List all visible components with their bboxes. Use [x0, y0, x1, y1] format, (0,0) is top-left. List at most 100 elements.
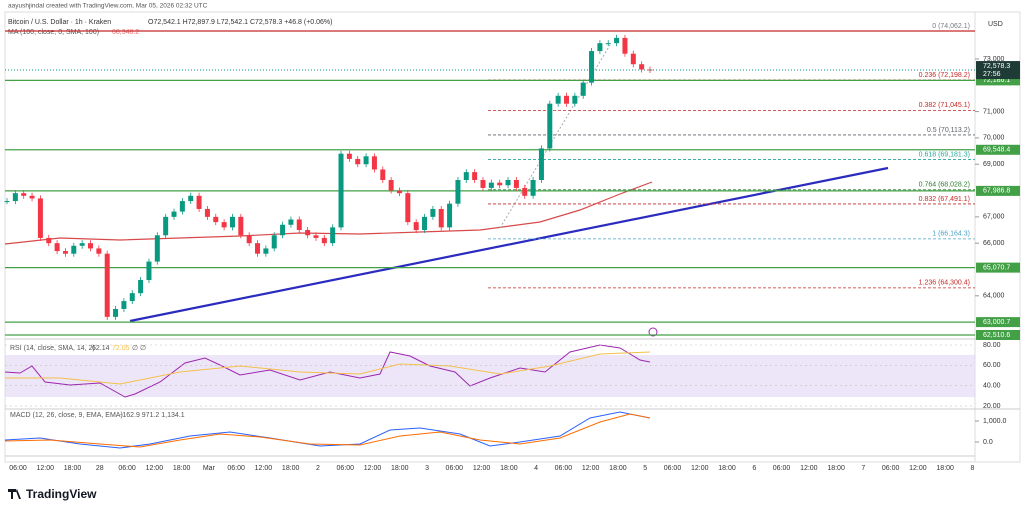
- rsi-tick-label: 60.00: [983, 362, 1001, 369]
- candle: [505, 180, 511, 186]
- candle: [121, 301, 127, 309]
- level-tag-label: 69,548.4: [983, 147, 1010, 154]
- level-tag-label: 72,186.1: [983, 77, 1010, 84]
- fib-label: 0.832 (67,491.1): [919, 196, 970, 203]
- level-tag: [976, 262, 1020, 273]
- candle: [255, 243, 261, 254]
- candle: [422, 216, 428, 231]
- fib-label: 0.236 (72,198.2): [919, 72, 970, 79]
- level-tag-label: 63,000.7: [983, 319, 1010, 326]
- candle: [221, 222, 227, 228]
- time-label: 12:00: [146, 465, 164, 472]
- time-label: 18:00: [500, 465, 518, 472]
- candle: [37, 198, 43, 238]
- candle: [396, 190, 402, 194]
- level-tag: [976, 330, 1020, 340]
- ohlc: O72,542.1 H72,897.9 L72,542.1 C72,578.3 …: [148, 19, 332, 26]
- time-label: 8: [970, 465, 974, 472]
- candle: [204, 208, 210, 217]
- time-label: Mar: [203, 465, 216, 472]
- rsi-value: 62.14: [92, 345, 110, 352]
- signal-line: [4, 413, 651, 448]
- fib-label: 0.5 (70,113.2): [927, 127, 970, 134]
- candle: [547, 103, 553, 149]
- price-tick-label: 66,000: [983, 240, 1005, 247]
- rsi-extra: ∅ ∅: [132, 345, 146, 352]
- candle: [229, 216, 235, 228]
- candle: [313, 235, 319, 238]
- logo-text: TradingView: [26, 487, 97, 501]
- ma-value: 68,348.2: [112, 29, 139, 36]
- candle: [363, 156, 369, 165]
- candle: [580, 82, 586, 96]
- candle: [4, 201, 10, 203]
- candle: [538, 148, 544, 181]
- macd-pane: MACD (12, 26, close, 9, EMA, EMA) -162.9…: [4, 411, 651, 449]
- candle: [371, 156, 377, 170]
- credit: aayushjindal created with TradingView.co…: [8, 3, 208, 10]
- rsi-ma-value: 72.05: [112, 345, 130, 352]
- candle: [154, 235, 160, 262]
- candle: [188, 195, 194, 202]
- candle: [463, 172, 469, 181]
- time-label: 06:00: [227, 465, 245, 472]
- rsi-tick-label: 40.00: [983, 383, 1001, 390]
- candle: [79, 243, 85, 246]
- macd-line: [4, 411, 651, 449]
- price-tick-label: 69,000: [983, 161, 1005, 168]
- candle: [138, 280, 144, 294]
- candle: [246, 235, 252, 244]
- candle: [388, 180, 394, 191]
- candle: [271, 235, 277, 249]
- candle: [622, 37, 628, 54]
- rsi-ma-line: [5, 351, 651, 385]
- candle: [405, 193, 411, 223]
- macd-legend: MACD (12, 26, close, 9, EMA, EMA): [10, 412, 123, 419]
- candle: [213, 216, 219, 223]
- candle: [589, 51, 595, 83]
- level-tag: [976, 75, 1020, 86]
- candle: [497, 182, 503, 186]
- rsi-pane: RSI (14, close, SMA, 14, 2) 62.14 72.05 …: [4, 344, 975, 398]
- candle: [413, 222, 419, 231]
- time-label: 12:00: [909, 465, 927, 472]
- time-label: 12:00: [691, 465, 709, 472]
- level-tag: [976, 317, 1020, 328]
- candle: [330, 227, 336, 244]
- logo: TradingView: [8, 487, 97, 501]
- rsi-band: [5, 355, 975, 397]
- candle: [288, 219, 294, 225]
- time-label: 28: [96, 465, 104, 472]
- time-label: 3: [425, 465, 429, 472]
- fib-label: 0.764 (68,028.2): [919, 182, 970, 189]
- trend-line: [129, 166, 889, 323]
- price-tick-label: 67,000: [983, 214, 1005, 221]
- candle: [129, 293, 135, 302]
- candle: [88, 243, 94, 249]
- time-label: 6: [752, 465, 756, 472]
- candle: [455, 180, 461, 204]
- rsi-tick-label: 80.00: [983, 342, 1001, 349]
- fib-label: 1 (66,164.3): [932, 231, 970, 238]
- candle: [472, 172, 478, 181]
- time-label: 12:00: [473, 465, 491, 472]
- candle: [522, 187, 528, 196]
- time-label: 06:00: [9, 465, 27, 472]
- candle: [447, 203, 453, 228]
- fib-label: 1.236 (64,300.4): [919, 280, 970, 287]
- time-label: 06:00: [773, 465, 791, 472]
- time-label: 12:00: [582, 465, 600, 472]
- event-marker: [648, 327, 658, 337]
- candle: [62, 251, 68, 254]
- candle: [96, 248, 102, 254]
- candle: [438, 208, 444, 228]
- level-tag: [976, 144, 1020, 155]
- candle: [71, 245, 77, 254]
- current-price-tag: [976, 61, 1020, 80]
- time-label: 18:00: [718, 465, 736, 472]
- chart-frame: [4, 11, 1021, 463]
- time-label: 18:00: [282, 465, 300, 472]
- time-label: 12:00: [800, 465, 818, 472]
- candle: [321, 237, 327, 244]
